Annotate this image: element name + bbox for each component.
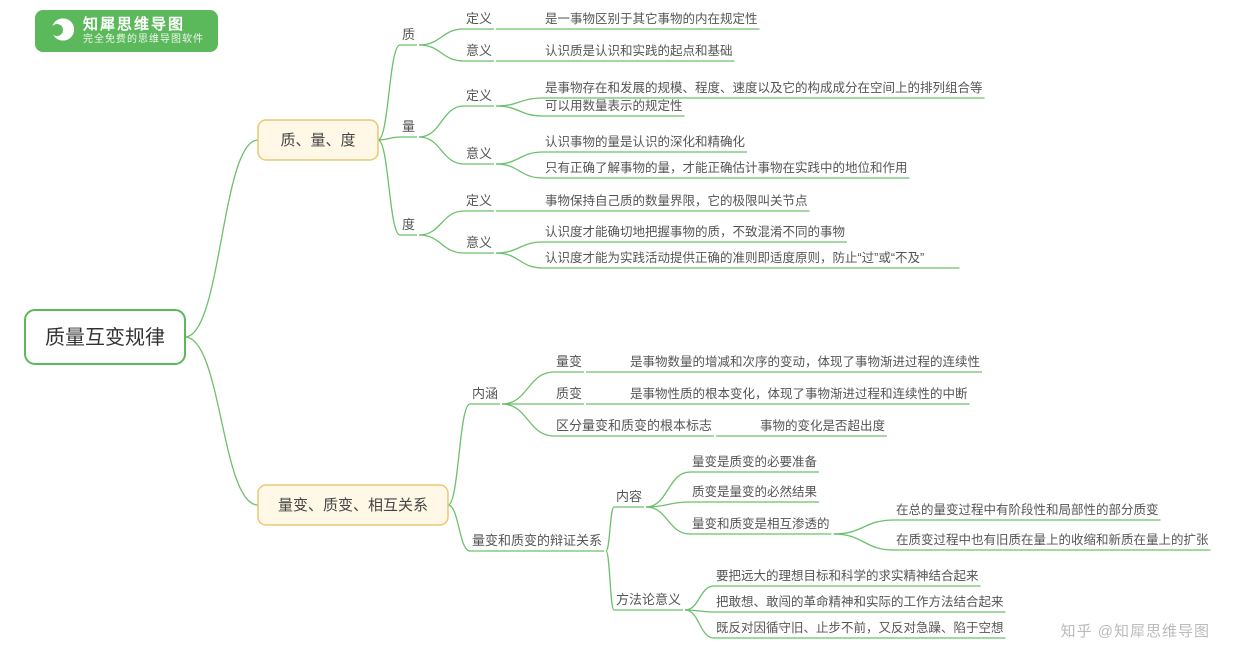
twig-node: 度 [402, 217, 415, 232]
root-node: 质量互变规律 [45, 326, 165, 349]
leaf-node: 是一事物区别于其它事物的内在规定性 [545, 11, 758, 26]
subtwig-node: 量变 [556, 354, 582, 369]
subtwig-node: 意义 [466, 235, 492, 250]
leaf-node: 在总的量变过程中有阶段性和局部性的部分质变 [896, 502, 1159, 517]
leaf-node: 把敢想、敢闯的革命精神和实际的工作方法结合起来 [716, 594, 1004, 609]
subtwig-node: 意义 [466, 43, 492, 58]
leaf-node: 事物保持自己质的数量界限，它的极限叫关节点 [545, 193, 808, 208]
twig-node: 质 [402, 27, 415, 42]
subtwig-node: 内容 [616, 489, 642, 504]
twig-node: 量变和质变的辩证关系 [472, 533, 602, 548]
subtwig-node: 质变 [556, 386, 582, 401]
leaf-node: 认识度才能为实践活动提供正确的准则即适度原则，防止“过”或“不及” [545, 250, 924, 265]
leaf-node: 在质变过程中也有旧质在量上的收缩和新质在量上的扩张 [896, 532, 1209, 547]
leaf-node: 既反对因循守旧、止步不前，又反对急躁、陷于空想 [716, 620, 1004, 635]
subtwig-node: 定义 [466, 88, 492, 103]
mindmap-canvas: 质量互变规律质、量、度量变、质变、相互关系质量度内涵量变和质变的辩证关系定义意义… [0, 0, 1240, 661]
subtwig-node: 定义 [466, 193, 492, 208]
subtwig-node: 意义 [466, 146, 492, 161]
leaf-node: 认识度才能确切地把握事物的质，不致混淆不同的事物 [545, 224, 845, 239]
leaf-node: 可以用数量表示的规定性 [545, 98, 683, 113]
twig-node: 内涵 [472, 386, 498, 401]
leaf-node: 要把远大的理想目标和科学的求实精神结合起来 [716, 568, 979, 583]
leaf-node: 事物的变化是否超出度 [760, 418, 886, 433]
twig-node: 量 [402, 119, 415, 134]
leaf-node: 是事物性质的根本变化，体现了事物渐进过程和连续性的中断 [630, 386, 968, 401]
leaf-node: 认识质是认识和实践的起点和基础 [545, 43, 733, 58]
leaf-node: 质变是量变的必然结果 [692, 484, 818, 499]
subtwig-node: 区分量变和质变的根本标志 [556, 418, 712, 433]
branch-node: 量变、质变、相互关系 [278, 497, 428, 514]
subtwig-node: 方法论意义 [616, 592, 681, 607]
leaf-node: 是事物数量的增减和次序的变动，体现了事物渐进过程的连续性 [630, 354, 980, 369]
leaf-node: 量变和质变是相互渗透的 [692, 516, 830, 531]
subtwig-node: 定义 [466, 11, 492, 26]
leaf-node: 认识事物的量是认识的深化和精确化 [545, 134, 746, 149]
branch-node: 质、量、度 [280, 132, 355, 149]
leaf-node: 是事物存在和发展的规模、程度、速度以及它的构成成分在空间上的排列组合等 [545, 80, 983, 95]
leaf-node: 只有正确了解事物的量，才能正确估计事物在实践中的地位和作用 [545, 160, 908, 175]
leaf-node: 量变是质变的必要准备 [692, 454, 818, 469]
